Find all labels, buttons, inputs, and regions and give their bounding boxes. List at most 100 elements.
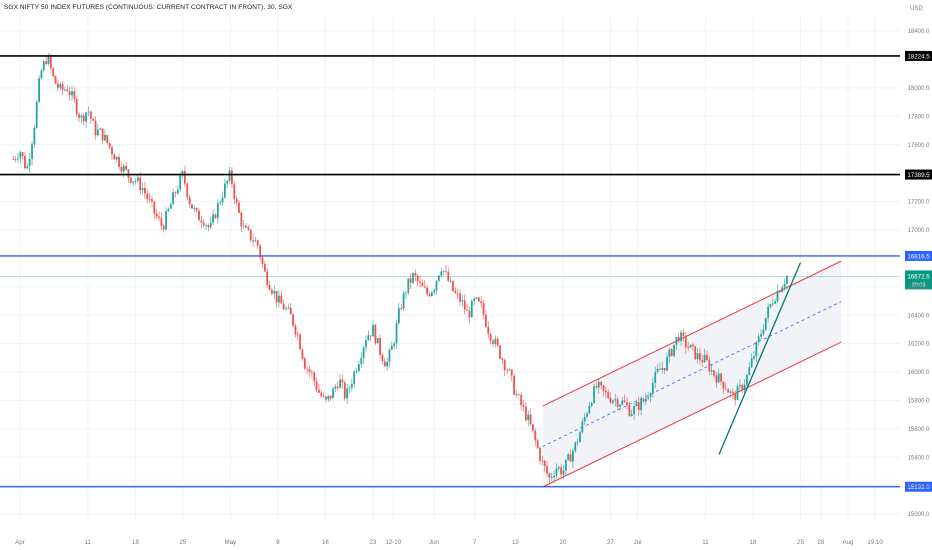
candle	[706, 350, 708, 362]
candle	[762, 324, 765, 336]
candle-body	[663, 367, 666, 371]
candle-body	[527, 414, 530, 421]
candle	[289, 303, 292, 315]
horizontal-levels[interactable]: 18224.5 17389.5 16816.5 15192.0 16672.5 20:03	[0, 50, 932, 492]
candle	[278, 290, 280, 308]
candle-body	[701, 360, 704, 363]
candle-body	[275, 291, 278, 303]
candle	[273, 284, 276, 300]
candle-body	[522, 405, 525, 407]
candle-body	[33, 127, 36, 145]
candle-body	[760, 334, 762, 337]
candle-body	[517, 394, 520, 396]
candle-body	[456, 293, 459, 294]
candle-body	[588, 405, 591, 414]
candle-body	[550, 477, 553, 478]
candle-body	[379, 338, 381, 355]
candle	[374, 323, 377, 346]
candle-body	[266, 271, 269, 285]
time-axis-label: 9	[276, 539, 280, 546]
candle-body	[729, 391, 732, 393]
candle-body	[358, 364, 360, 372]
candle-body	[155, 213, 158, 217]
candle-body	[694, 346, 697, 360]
candle-body	[774, 301, 777, 304]
price-axis-label: 16200.0	[908, 342, 930, 348]
candle-body	[92, 118, 95, 121]
candle-body	[47, 55, 50, 65]
candle-body	[96, 129, 99, 136]
candle-body	[153, 201, 156, 214]
channel-median-line[interactable]	[542, 301, 842, 447]
candle-body	[21, 152, 24, 156]
candle-body	[353, 371, 356, 384]
candle-body	[604, 390, 607, 393]
candle	[59, 82, 62, 91]
candle-body	[245, 225, 247, 228]
candle	[588, 401, 591, 415]
time-axis-label: Aug	[842, 539, 854, 546]
grid	[0, 14, 900, 520]
candle-body	[238, 202, 240, 213]
level-badge-text: 16816.5	[907, 253, 930, 260]
time-axis[interactable]: Apr 11 18 25 May 9 16 23 12-10 Jun 7 13 20 27 Jul 11 18 2…	[15, 539, 883, 546]
candle	[151, 195, 153, 207]
candle-body	[66, 89, 69, 92]
candle-body	[38, 78, 40, 102]
candle	[353, 369, 356, 388]
candle-body	[195, 208, 198, 211]
candle	[68, 86, 71, 101]
candle-body	[282, 303, 285, 310]
candle-body	[339, 379, 341, 388]
candle-body	[510, 369, 513, 376]
candle	[720, 372, 722, 386]
candle-body	[252, 240, 254, 242]
candle	[738, 379, 741, 392]
candle	[355, 368, 358, 375]
trendline[interactable]	[718, 262, 802, 455]
candle-body	[496, 338, 499, 346]
candle	[689, 344, 692, 348]
regression-channel[interactable]	[542, 260, 842, 488]
candle	[539, 445, 541, 465]
trendline-line[interactable]	[718, 262, 802, 455]
level-price-badge[interactable]: 17389.5	[905, 169, 932, 180]
candle-body	[125, 165, 127, 170]
level-price-badge[interactable]: 18224.5	[905, 50, 932, 61]
candle-body	[179, 175, 182, 190]
candle-body	[308, 369, 311, 372]
candle	[675, 336, 678, 351]
candle	[87, 105, 90, 117]
candle-body	[769, 304, 772, 308]
candle-body	[576, 442, 579, 444]
candle-body	[45, 61, 48, 65]
level-price-badge[interactable]: 16816.5	[905, 250, 932, 261]
candle	[666, 352, 668, 372]
candle-body	[477, 297, 480, 302]
candle-body	[181, 171, 184, 176]
candle	[19, 150, 22, 164]
candle-body	[101, 128, 104, 141]
candle	[226, 179, 229, 189]
candle-body	[402, 293, 405, 309]
candle	[339, 374, 341, 389]
level-price-badge[interactable]: 15192.0	[905, 481, 932, 492]
candle-body	[231, 170, 233, 185]
candle	[710, 364, 713, 375]
candle-body	[73, 91, 76, 100]
candle-body	[412, 273, 414, 283]
candle	[696, 348, 699, 364]
candle-body	[198, 210, 200, 221]
candle-body	[191, 204, 193, 209]
channel-lower-line[interactable]	[542, 341, 842, 488]
price-axis[interactable]: 15000.0 15200.0 15400.0 15600.0 15800.0 16000…	[908, 29, 930, 518]
candle-body	[459, 293, 461, 302]
candle	[89, 110, 92, 124]
candle	[628, 401, 631, 417]
last-price-badge[interactable]: 16672.5 20:03	[905, 270, 932, 290]
candle	[64, 86, 66, 92]
candle	[614, 393, 617, 407]
candle-body	[433, 290, 436, 293]
